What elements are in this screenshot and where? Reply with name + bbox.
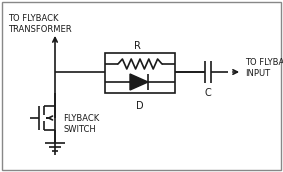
Text: TO FLYBACK
INPUT: TO FLYBACK INPUT xyxy=(245,58,283,78)
Text: R: R xyxy=(134,41,140,51)
Text: FLYBACK
SWITCH: FLYBACK SWITCH xyxy=(63,114,99,134)
Text: TO FLYBACK
TRANSFORMER: TO FLYBACK TRANSFORMER xyxy=(8,14,72,34)
Bar xyxy=(105,53,175,93)
Text: C: C xyxy=(205,88,211,98)
Polygon shape xyxy=(130,74,148,90)
Text: D: D xyxy=(136,101,144,111)
